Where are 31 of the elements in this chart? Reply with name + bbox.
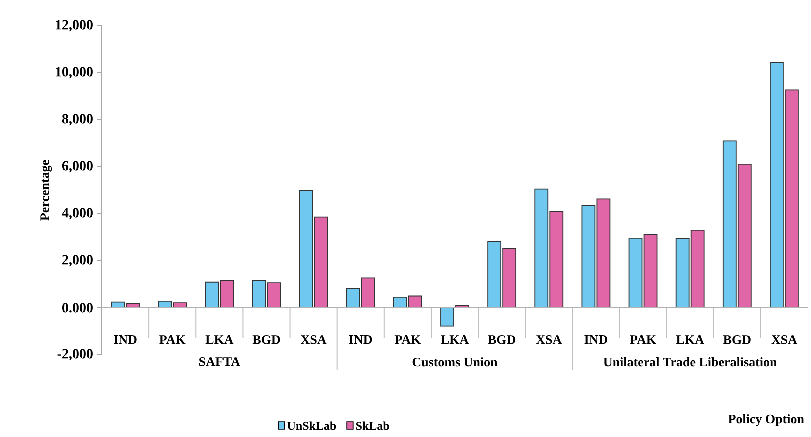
text: Customs Union — [412, 358, 498, 367]
x-tick-label: XSA — [536, 336, 562, 344]
y-tick-label: 8,000 — [62, 114, 93, 126]
text: SAFTA — [200, 358, 240, 366]
y-axis-title: Percentage — [40, 160, 52, 221]
x-tick-label: XSA — [301, 336, 327, 344]
y-tick-label: 4,000 — [62, 208, 93, 220]
y-tick-label: -2,000 — [58, 349, 93, 361]
x-tick-label: LKA — [441, 336, 470, 344]
x-tick-label: PAK — [394, 336, 422, 344]
x-tick-label: PAK — [160, 336, 186, 344]
x-tick-label: BGD — [488, 336, 516, 344]
x-axis-title: Policy Option — [728, 414, 804, 426]
y-tick-label: 12,000 — [56, 20, 93, 32]
legend-label: UnSkLab — [288, 422, 336, 430]
y-tick-label: 10,000 — [56, 67, 93, 79]
bar — [440, 308, 454, 327]
x-tick-label: PAK — [630, 336, 656, 344]
x-tick-label: LKA — [676, 336, 704, 344]
legend-label: SkLab — [356, 422, 390, 430]
x-tick-label: IND — [114, 336, 137, 344]
y-tick-label: 2,000 — [62, 255, 93, 267]
x-tick-label: IND — [349, 336, 372, 344]
y-tick-label: 0.000 — [62, 303, 93, 313]
x-tick-label: BGD — [724, 336, 751, 344]
x-tick-label: BGD — [252, 336, 280, 344]
x-tick-label: LKA — [206, 336, 234, 344]
x-tick-label: XSA — [772, 336, 798, 344]
text: Unilateral Trade Liberalisation — [604, 358, 778, 367]
x-tick-label: IND — [584, 336, 608, 344]
y-tick-label: 6,000 — [62, 161, 93, 173]
